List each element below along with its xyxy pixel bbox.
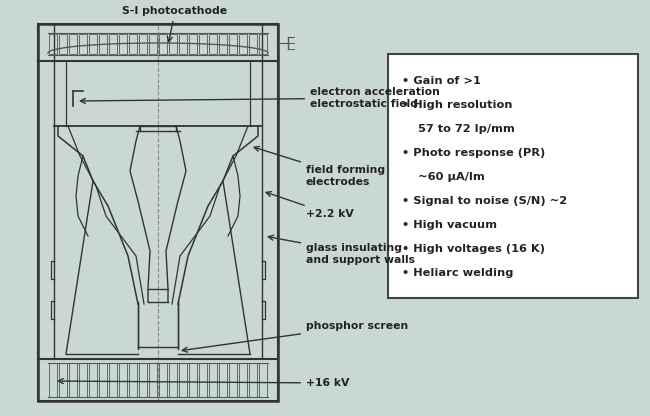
- Bar: [159, 363, 167, 397]
- Bar: [388, 54, 638, 298]
- Bar: [168, 34, 177, 54]
- Bar: [109, 34, 117, 54]
- Bar: [239, 363, 247, 397]
- Bar: [49, 363, 57, 397]
- Bar: [38, 24, 278, 401]
- Text: +2.2 kV: +2.2 kV: [266, 192, 354, 219]
- Bar: [218, 363, 227, 397]
- Bar: [148, 34, 157, 54]
- Bar: [58, 34, 67, 54]
- Bar: [209, 34, 217, 54]
- Text: +16 kV: +16 kV: [58, 378, 350, 388]
- Text: • Photo response (PR): • Photo response (PR): [402, 148, 545, 158]
- Bar: [188, 363, 197, 397]
- Text: ~60 μA/lm: ~60 μA/lm: [402, 172, 485, 182]
- Bar: [179, 363, 187, 397]
- Text: • High vacuum: • High vacuum: [402, 220, 497, 230]
- Bar: [88, 34, 97, 54]
- Bar: [229, 34, 237, 54]
- Text: • Heliarc welding: • Heliarc welding: [402, 268, 514, 278]
- Bar: [109, 363, 117, 397]
- Bar: [148, 363, 157, 397]
- Text: • High voltages (16 K): • High voltages (16 K): [402, 244, 545, 254]
- Bar: [138, 34, 147, 54]
- Bar: [68, 34, 77, 54]
- Text: field forming
electrodes: field forming electrodes: [254, 146, 385, 187]
- Bar: [168, 363, 177, 397]
- Bar: [129, 363, 137, 397]
- Bar: [38, 359, 278, 401]
- Text: phosphor screen: phosphor screen: [182, 321, 408, 352]
- Bar: [38, 24, 278, 61]
- Bar: [229, 363, 237, 397]
- Bar: [239, 34, 247, 54]
- Text: • Signal to noise (S/N) ~2: • Signal to noise (S/N) ~2: [402, 196, 567, 206]
- Bar: [198, 363, 207, 397]
- Bar: [49, 34, 57, 54]
- Bar: [79, 34, 87, 54]
- Text: 57 to 72 lp/mm: 57 to 72 lp/mm: [402, 124, 515, 134]
- Bar: [198, 34, 207, 54]
- Bar: [118, 363, 127, 397]
- Bar: [179, 34, 187, 54]
- Bar: [248, 34, 257, 54]
- Bar: [129, 34, 137, 54]
- Bar: [79, 363, 87, 397]
- Bar: [58, 363, 67, 397]
- Bar: [209, 363, 217, 397]
- Bar: [99, 363, 107, 397]
- Bar: [99, 34, 107, 54]
- Bar: [88, 363, 97, 397]
- Text: S-I photocathode: S-I photocathode: [122, 6, 228, 42]
- Text: glass insulating
and support walls: glass insulating and support walls: [268, 235, 415, 265]
- Bar: [188, 34, 197, 54]
- Text: electron acceleration
electrostatic field: electron acceleration electrostatic fiel…: [81, 87, 440, 109]
- Bar: [259, 34, 267, 54]
- Bar: [159, 34, 167, 54]
- Bar: [248, 363, 257, 397]
- Bar: [118, 34, 127, 54]
- Bar: [259, 363, 267, 397]
- Bar: [218, 34, 227, 54]
- Bar: [138, 363, 147, 397]
- Text: • High resolution: • High resolution: [402, 100, 512, 110]
- Text: • Gain of >1: • Gain of >1: [402, 76, 481, 86]
- Bar: [68, 363, 77, 397]
